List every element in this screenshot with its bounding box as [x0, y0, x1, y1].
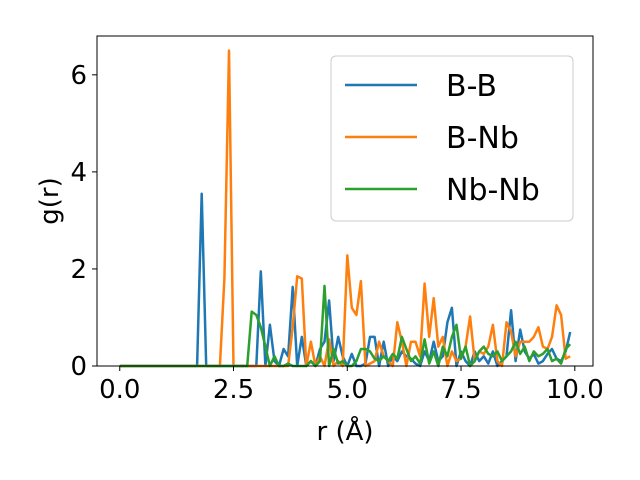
legend-label-b-nb: B-Nb: [446, 121, 519, 156]
x-axis-label: r (Å): [316, 415, 373, 447]
x-tick-label: 10.0: [546, 375, 604, 405]
y-tick-label: 4: [70, 158, 87, 188]
y-tick-label: 0: [70, 352, 87, 382]
y-axis-label: g(r): [35, 177, 65, 224]
x-tick-label: 0.0: [99, 375, 140, 405]
legend-label-nb-nb: Nb-Nb: [446, 173, 540, 208]
x-tick-label: 2.5: [213, 375, 254, 405]
x-axis: 0.0 2.5 5.0 7.5 10.0: [99, 366, 604, 405]
legend-frame: [330, 55, 574, 222]
x-tick-label: 5.0: [327, 375, 368, 405]
y-axis: 0 2 4 6: [70, 61, 97, 382]
plot-frame: [96, 35, 594, 367]
x-tick-label: 7.5: [440, 375, 481, 405]
y-tick-label: 2: [70, 255, 87, 285]
legend-label-b-b: B-B: [446, 69, 497, 104]
y-tick-label: 6: [70, 61, 87, 91]
legend: B-B B-Nb Nb-Nb: [330, 55, 574, 222]
